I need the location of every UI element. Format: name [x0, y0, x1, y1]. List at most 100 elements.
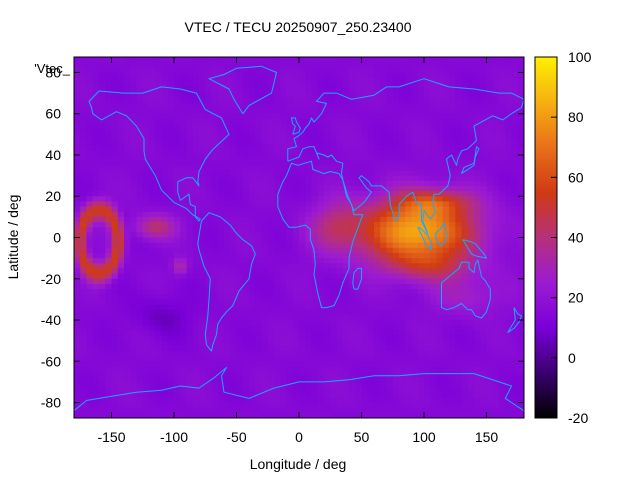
heatmap-cell	[417, 273, 425, 280]
heatmap-cell	[349, 62, 356, 68]
heatmap-cell	[199, 227, 206, 233]
heatmap-cell	[124, 371, 131, 378]
heatmap-cell	[99, 320, 106, 326]
heatmap-cell	[205, 113, 212, 120]
heatmap-cell	[117, 108, 125, 115]
heatmap-cell	[424, 154, 431, 161]
heatmap-cell	[324, 247, 331, 254]
heatmap-cell	[99, 185, 106, 192]
heatmap-cell	[349, 201, 356, 207]
heatmap-cell	[80, 67, 87, 73]
heatmap-cell	[199, 263, 206, 269]
heatmap-cell	[511, 294, 519, 300]
heatmap-cell	[480, 108, 487, 115]
heatmap-cell	[224, 289, 231, 295]
heatmap-cell	[455, 335, 462, 342]
heatmap-cell	[442, 211, 450, 218]
heatmap-cell	[399, 376, 406, 383]
heatmap-cell	[336, 371, 344, 378]
heatmap-cell	[174, 381, 181, 388]
heatmap-cell	[149, 340, 156, 347]
heatmap-cell	[324, 180, 331, 187]
heatmap-cell	[517, 237, 525, 244]
heatmap-cell	[342, 263, 350, 269]
heatmap-cell	[280, 67, 287, 73]
heatmap-cell	[105, 170, 112, 177]
heatmap-cell	[167, 98, 175, 104]
heatmap-cell	[305, 77, 312, 84]
heatmap-cell	[355, 160, 362, 166]
heatmap-cell	[230, 57, 237, 63]
heatmap-cell	[317, 82, 325, 89]
heatmap-cell	[192, 170, 200, 177]
heatmap-cell	[142, 289, 150, 295]
heatmap-cell	[386, 350, 394, 357]
heatmap-cell	[180, 175, 187, 182]
heatmap-cell	[111, 227, 119, 233]
heatmap-cell	[80, 201, 87, 207]
heatmap-cell	[130, 345, 137, 352]
heatmap-cell	[380, 361, 387, 367]
heatmap-cell	[274, 376, 281, 383]
heatmap-cell	[111, 154, 119, 161]
heatmap-cell	[161, 185, 169, 192]
heatmap-cell	[349, 82, 356, 89]
heatmap-cell	[505, 392, 512, 398]
heatmap-cell	[480, 273, 487, 280]
heatmap-cell	[155, 412, 162, 419]
heatmap-cell	[149, 134, 156, 140]
heatmap-cell	[92, 98, 100, 104]
heatmap-cell	[474, 397, 481, 403]
heatmap-cell	[92, 330, 100, 336]
heatmap-cell	[211, 160, 219, 166]
heatmap-cell	[111, 325, 119, 331]
heatmap-cell	[117, 124, 125, 130]
heatmap-cell	[330, 103, 337, 109]
heatmap-cell	[74, 160, 81, 166]
heatmap-cell	[461, 263, 469, 269]
heatmap-cell	[155, 232, 162, 238]
heatmap-cell	[242, 320, 250, 326]
heatmap-cell	[255, 309, 262, 316]
heatmap-cell	[267, 350, 275, 357]
heatmap-cell	[242, 392, 250, 398]
heatmap-cell	[374, 149, 381, 156]
heatmap-cell	[124, 387, 131, 393]
heatmap-cell	[317, 376, 325, 383]
heatmap-cell	[455, 170, 462, 177]
heatmap-cell	[211, 268, 219, 274]
heatmap-cell	[392, 139, 400, 146]
heatmap-cell	[224, 325, 231, 331]
heatmap-cell	[361, 118, 369, 125]
heatmap-cell	[199, 247, 206, 254]
heatmap-cell	[161, 144, 169, 151]
heatmap-cell	[174, 392, 181, 398]
heatmap-cell	[461, 252, 469, 259]
heatmap-cell	[305, 67, 312, 73]
heatmap-cell	[342, 376, 350, 383]
heatmap-cell	[280, 314, 287, 321]
heatmap-cell	[405, 175, 412, 182]
heatmap-cell	[449, 144, 456, 151]
heatmap-cell	[392, 309, 400, 316]
heatmap-cell	[311, 108, 319, 115]
heatmap-cell	[92, 237, 100, 244]
heatmap-cell	[436, 211, 444, 218]
heatmap-cell	[474, 263, 481, 269]
heatmap-cell	[105, 325, 112, 331]
heatmap-cell	[174, 242, 181, 249]
heatmap-cell	[192, 129, 200, 135]
heatmap-cell	[92, 381, 100, 388]
heatmap-cell	[330, 258, 337, 264]
heatmap-cell	[261, 356, 269, 362]
heatmap-cell	[505, 263, 512, 269]
heatmap-cell	[74, 309, 81, 316]
heatmap-cell	[399, 371, 406, 378]
heatmap-cell	[242, 211, 250, 218]
heatmap-cell	[417, 144, 425, 151]
heatmap-cell	[292, 180, 300, 187]
heatmap-cell	[167, 299, 175, 305]
heatmap-cell	[155, 345, 162, 352]
heatmap-cell	[186, 320, 194, 326]
heatmap-cell	[267, 273, 275, 280]
